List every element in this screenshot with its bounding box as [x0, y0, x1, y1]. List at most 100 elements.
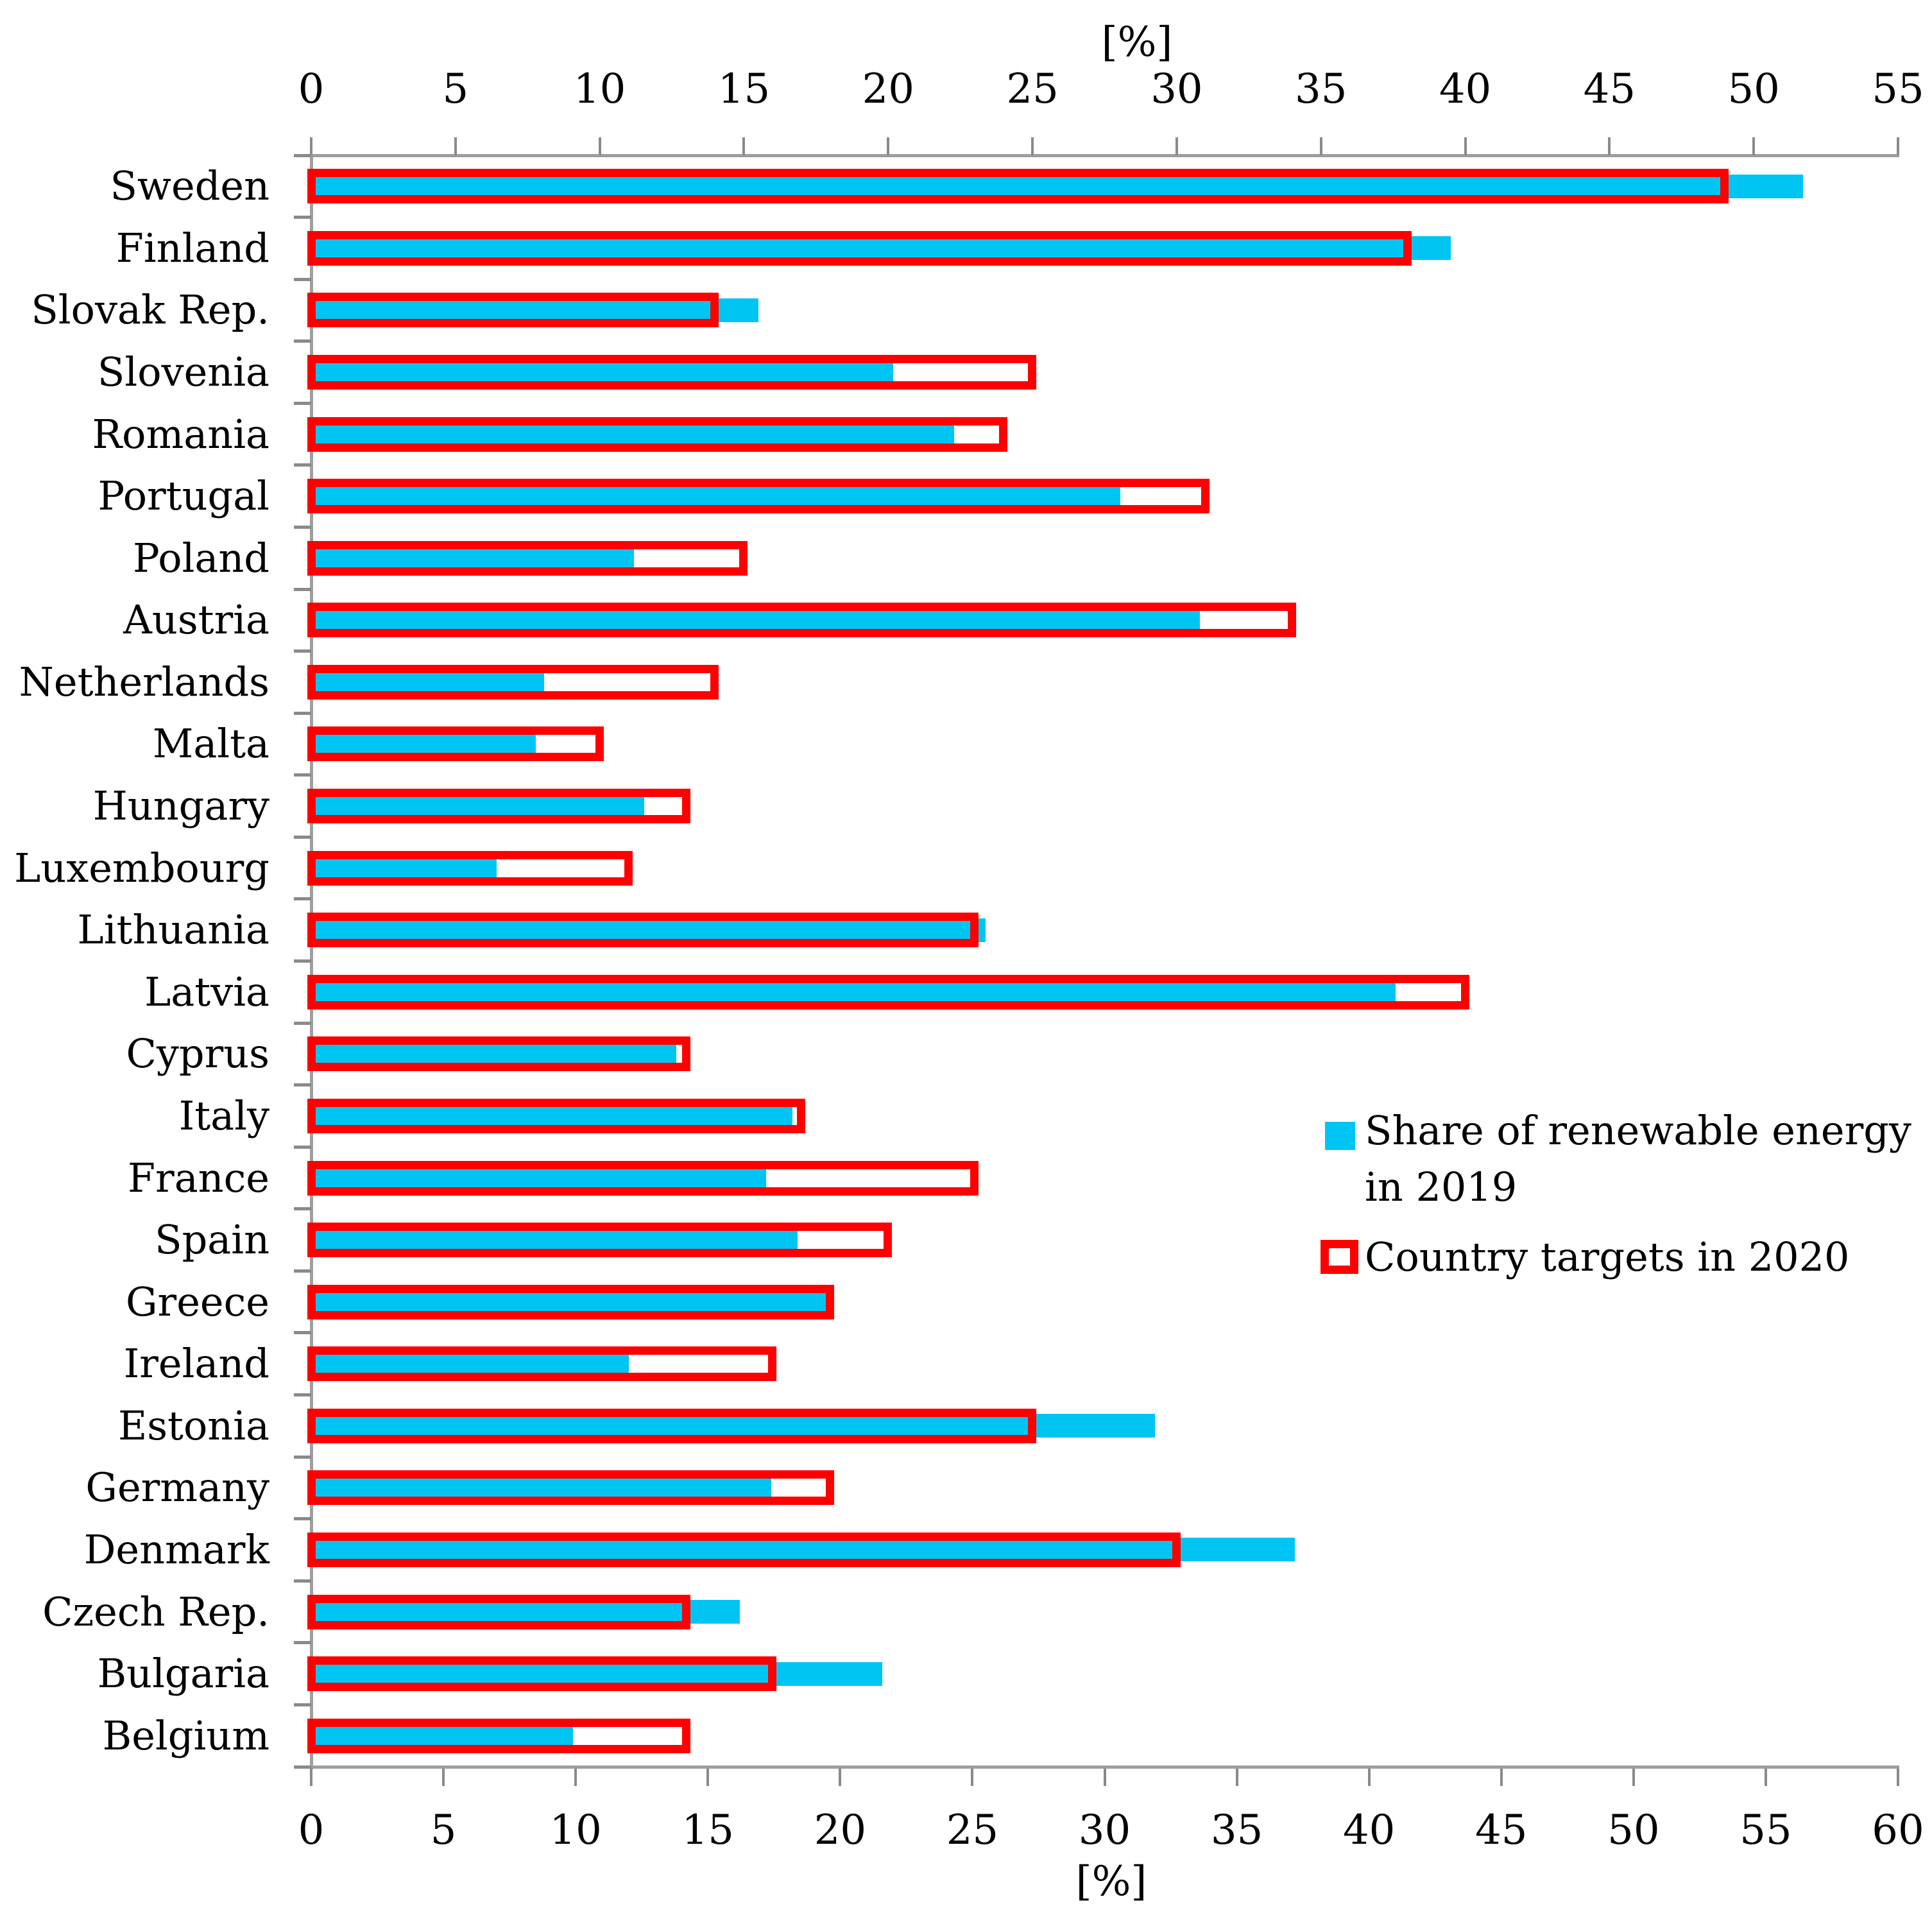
category-tick-25 — [294, 1703, 311, 1706]
bar-target-2020-denmark — [307, 1532, 1181, 1567]
bar-share-2019-luxembourg — [311, 856, 497, 880]
bar-target-2020-greece — [307, 1284, 835, 1319]
bottom-axis-tick-15 — [706, 1769, 710, 1786]
category-tick-10 — [294, 773, 311, 777]
bar-target-2020-ireland — [307, 1346, 777, 1382]
category-tick-8 — [294, 649, 311, 653]
bottom-axis-tick-label-30: 30 — [1078, 1807, 1131, 1854]
category-tick-13 — [294, 959, 311, 963]
bar-target-2020-austria — [307, 603, 1296, 638]
category-label-poland: Poland — [133, 534, 269, 581]
category-axis-line — [310, 155, 313, 1769]
category-label-slovenia: Slovenia — [97, 348, 269, 396]
bar-target-2020-slovak-rep — [307, 293, 719, 328]
bar-share-2019-romania — [311, 422, 954, 447]
bar-share-2019-italy — [311, 1104, 793, 1128]
bar-share-2019-finland — [311, 236, 1451, 261]
bar-share-2019-cyprus — [311, 1042, 676, 1066]
bottom-axis-tick-label-10: 10 — [549, 1807, 602, 1854]
legend-swatch-share-2019 — [1325, 1122, 1355, 1150]
category-tick-18 — [294, 1269, 311, 1273]
top-axis-tick-label-15: 15 — [717, 65, 771, 113]
category-label-bulgaria: Bulgaria — [97, 1650, 269, 1697]
bottom-axis-tick-20 — [839, 1769, 842, 1786]
category-tick-24 — [294, 1641, 311, 1645]
bar-target-2020-hungary — [307, 789, 690, 824]
bar-share-2019-austria — [311, 608, 1200, 632]
bar-share-2019-spain — [311, 1228, 798, 1252]
bar-share-2019-slovenia — [311, 360, 893, 384]
bar-target-2020-luxembourg — [307, 850, 633, 886]
bar-target-2020-spain — [307, 1223, 893, 1258]
bottom-axis-tick-55 — [1764, 1769, 1767, 1786]
category-tick-6 — [294, 525, 311, 529]
category-label-spain: Spain — [155, 1216, 269, 1264]
category-tick-4 — [294, 401, 311, 405]
legend-swatch-country-targets — [1321, 1240, 1358, 1274]
top-axis-tick-0 — [310, 137, 312, 155]
top-axis-tick-45 — [1608, 137, 1611, 155]
bar-share-2019-greece — [311, 1290, 832, 1314]
top-axis-tick-label-35: 35 — [1295, 65, 1347, 113]
bar-share-2019-poland — [311, 546, 634, 571]
category-label-sweden: Sweden — [110, 162, 269, 210]
category-tick-12 — [294, 897, 311, 901]
category-label-greece: Greece — [126, 1278, 269, 1325]
top-axis-tick-label-40: 40 — [1439, 65, 1492, 113]
bar-share-2019-slovak-rep — [311, 298, 758, 322]
legend-label-country-targets: Country targets in 2020 — [1365, 1233, 1850, 1280]
bar-share-2019-malta — [311, 732, 536, 756]
bottom-axis-tick-label-25: 25 — [946, 1807, 999, 1854]
bar-target-2020-sweden — [307, 169, 1729, 204]
bottom-axis-tick-label-5: 5 — [430, 1807, 457, 1854]
bar-share-2019-estonia — [311, 1414, 1155, 1438]
legend-label-share-2019-line1: Share of renewable energy — [1365, 1107, 1911, 1154]
bottom-axis-tick-5 — [442, 1769, 445, 1786]
bottom-axis-tick-label-15: 15 — [681, 1807, 734, 1854]
bottom-axis-tick-45 — [1500, 1769, 1503, 1786]
top-axis-tick-label-20: 20 — [862, 65, 914, 113]
top-axis-title: [%] — [1101, 19, 1173, 66]
category-label-germany: Germany — [85, 1464, 269, 1511]
top-axis-tick-35 — [1319, 137, 1322, 155]
bottom-axis-tick-label-20: 20 — [814, 1807, 867, 1854]
bar-target-2020-latvia — [307, 974, 1469, 1009]
top-axis-tick-label-25: 25 — [1006, 65, 1059, 113]
bar-share-2019-belgium — [311, 1724, 574, 1748]
top-axis-tick-label-10: 10 — [573, 65, 626, 113]
category-label-netherlands: Netherlands — [19, 658, 269, 705]
bottom-axis-tick-50 — [1632, 1769, 1635, 1786]
top-axis-tick-label-5: 5 — [442, 65, 469, 113]
bar-target-2020-portugal — [307, 479, 1210, 514]
bottom-axis-tick-60 — [1897, 1769, 1899, 1786]
bottom-axis-tick-30 — [1103, 1769, 1106, 1786]
category-tick-0 — [294, 153, 311, 157]
category-label-finland: Finland — [115, 224, 269, 271]
top-axis-tick-30 — [1175, 137, 1178, 155]
category-label-lithuania: Lithuania — [77, 906, 269, 954]
category-tick-3 — [294, 339, 311, 343]
category-tick-15 — [294, 1083, 311, 1087]
category-label-belgium: Belgium — [102, 1712, 269, 1759]
category-tick-19 — [294, 1331, 311, 1335]
bar-target-2020-slovenia — [307, 355, 1037, 390]
category-label-denmark: Denmark — [83, 1525, 269, 1573]
category-tick-9 — [294, 711, 311, 715]
top-axis-tick-25 — [1031, 137, 1034, 155]
category-tick-16 — [294, 1145, 311, 1149]
bottom-axis-tick-0 — [310, 1769, 312, 1786]
category-label-czech-rep: Czech Rep. — [42, 1588, 269, 1635]
bar-target-2020-finland — [307, 230, 1412, 266]
bar-share-2019-hungary — [311, 794, 645, 818]
bar-target-2020-france — [307, 1160, 979, 1196]
category-label-luxembourg: Luxembourg — [14, 844, 269, 891]
bar-target-2020-germany — [307, 1470, 835, 1506]
bottom-axis-tick-label-50: 50 — [1607, 1807, 1660, 1854]
top-axis-line — [310, 154, 1899, 157]
bar-share-2019-germany — [311, 1475, 772, 1500]
bar-target-2020-bulgaria — [307, 1656, 777, 1692]
category-tick-1 — [294, 216, 311, 219]
category-tick-14 — [294, 1021, 311, 1025]
category-label-ireland: Ireland — [123, 1340, 269, 1387]
